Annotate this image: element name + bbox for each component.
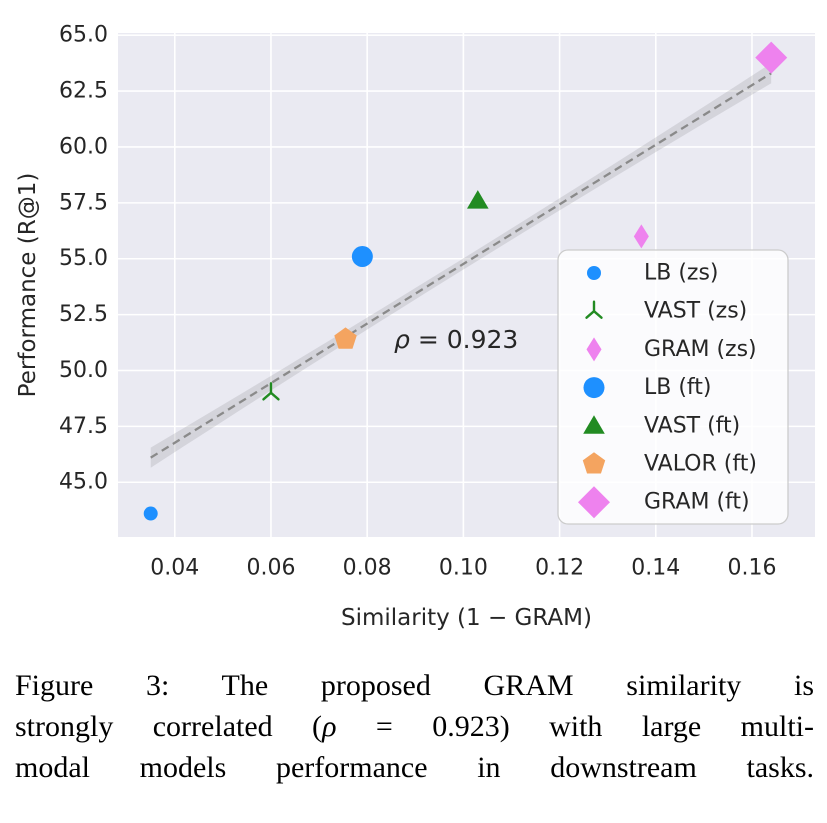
legend-marker-icon: [583, 415, 605, 434]
thin-diamond-marker: [633, 224, 649, 249]
x-tick-label: 0.08: [343, 556, 392, 581]
legend-item-label: LB (zs): [644, 261, 719, 286]
tri-down-marker: [262, 382, 280, 401]
y-tick-label: 65.0: [59, 23, 108, 48]
x-tick-label: 0.16: [727, 556, 776, 581]
diamond-marker: [578, 486, 610, 519]
x-tick-label: 0.10: [439, 556, 488, 581]
legend-marker-icon: [587, 266, 601, 280]
legend-marker-icon: [582, 452, 606, 474]
legend-item: LB (ft): [583, 375, 712, 400]
thin-diamond-marker: [586, 337, 602, 362]
y-tick-label: 60.0: [59, 134, 108, 159]
legend-item: VAST (ft): [583, 413, 740, 438]
legend-item: GRAM (zs): [586, 337, 757, 362]
caption-line-2: strongly correlated (ρ = 0.923) with lar…: [15, 706, 814, 747]
legend: LB (zs) VAST (zs) GRAM (zs) LB (ft) VAST (ft…: [557, 249, 789, 525]
scatter-point-lb-ft-: [351, 246, 373, 268]
figure: ρ = 0.923 45.0 47.5 50.0 52.5 55.0 57.5 60.0 62.…: [0, 23, 827, 788]
legend-marker-icon: [585, 300, 603, 319]
legend-item-label: GRAM (zs): [644, 337, 757, 362]
x-tick-label: 0.06: [246, 556, 295, 581]
correlation-annotation: ρ = 0.923: [394, 325, 518, 354]
legend-item-label: VAST (ft): [644, 413, 740, 438]
y-tick-label: 52.5: [59, 302, 108, 327]
figure-caption: Figure 3: The proposed GRAM similarity i…: [0, 665, 827, 788]
legend-item-label: GRAM (ft): [644, 490, 750, 515]
legend-item-label: VALOR (ft): [644, 452, 757, 477]
circle-small-marker: [143, 506, 158, 521]
y-tick-label: 50.0: [59, 358, 108, 383]
x-tick-label: 0.14: [631, 556, 680, 581]
caption-text: modal models performance in downstream t…: [15, 751, 814, 784]
caption-line-3: modal models performance in downstream t…: [15, 747, 814, 788]
y-tick-label: 55.0: [59, 246, 108, 271]
triangle-marker: [583, 415, 605, 434]
legend-item: VAST (zs): [585, 299, 747, 324]
y-tick-label: 47.5: [59, 414, 108, 439]
legend-item: GRAM (ft): [578, 486, 750, 519]
legend-item-label: LB (ft): [644, 375, 712, 400]
scatter-point-gram-zs-: [633, 224, 649, 249]
tri-down-marker: [585, 300, 603, 319]
y-tick-label: 62.5: [59, 79, 108, 104]
legend-marker-icon: [586, 337, 602, 362]
rho-symbol: ρ: [322, 710, 337, 743]
triangle-marker: [467, 190, 489, 209]
caption-line-1: Figure 3: The proposed GRAM similarity i…: [15, 665, 814, 706]
scatter-point-lb-zs-: [143, 506, 158, 521]
scatter-point-valor-ft-: [334, 327, 357, 349]
y-axis-label: Performance (R@1): [15, 173, 41, 398]
caption-text: strongly correlated (: [15, 710, 323, 743]
legend-marker-icon: [583, 377, 605, 399]
legend-marker-icon: [578, 486, 610, 519]
circle-marker: [351, 246, 373, 268]
pentagon-marker: [582, 452, 606, 474]
scatter-point-gram-ft-: [755, 41, 788, 74]
legend-item: LB (zs): [587, 261, 719, 286]
caption-text: Figure 3: The proposed GRAM similarity i…: [15, 669, 814, 702]
scatter-point-vast-zs-: [262, 382, 280, 401]
scatter-point-vast-ft-: [467, 190, 489, 209]
legend-box: [557, 249, 789, 525]
circle-small-marker: [587, 266, 601, 280]
caption-text: = 0.923) with large multi-: [336, 710, 814, 743]
diamond-marker: [755, 41, 788, 74]
y-tick-label: 57.5: [59, 190, 108, 215]
x-tick-label: 0.12: [535, 556, 584, 581]
regression-line: [150, 72, 772, 459]
pentagon-marker: [334, 327, 357, 349]
y-tick-label: 45.0: [59, 470, 108, 495]
legend-item-label: VAST (zs): [644, 299, 747, 324]
x-axis-label: Similarity (1 − GRAM): [341, 605, 592, 631]
legend-item: VALOR (ft): [582, 452, 757, 477]
circle-marker: [583, 377, 605, 399]
x-tick-label: 0.04: [150, 556, 199, 581]
scatter-plot: ρ = 0.923 45.0 47.5 50.0 52.5 55.0 57.5 60.0 62.…: [15, 23, 815, 631]
